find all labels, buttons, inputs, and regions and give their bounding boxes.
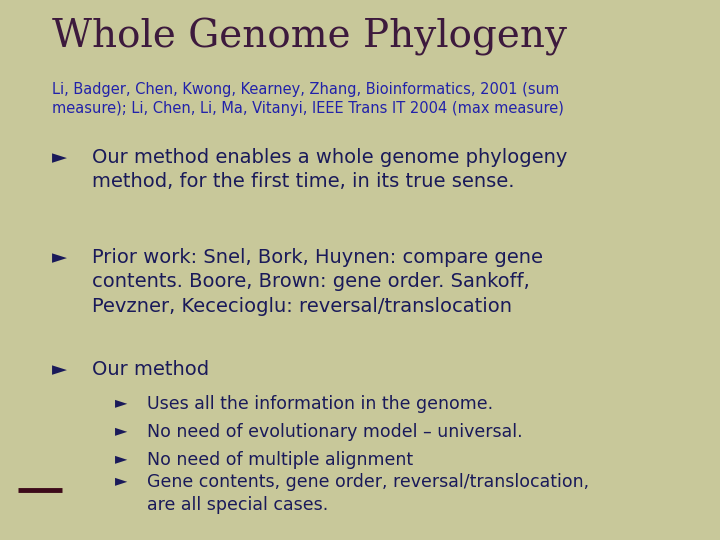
Text: ►: ► xyxy=(115,423,127,438)
Text: Gene contents, gene order, reversal/translocation,
are all special cases.: Gene contents, gene order, reversal/tran… xyxy=(147,473,589,514)
Text: ►: ► xyxy=(52,360,67,379)
Text: Li, Badger, Chen, Kwong, Kearney, Zhang, Bioinformatics, 2001 (sum
measure); Li,: Li, Badger, Chen, Kwong, Kearney, Zhang,… xyxy=(52,82,564,116)
Text: ►: ► xyxy=(115,473,127,488)
Text: Uses all the information in the genome.: Uses all the information in the genome. xyxy=(147,395,493,413)
Text: Prior work: Snel, Bork, Huynen: compare gene
contents. Boore, Brown: gene order.: Prior work: Snel, Bork, Huynen: compare … xyxy=(92,248,543,315)
Text: No need of multiple alignment: No need of multiple alignment xyxy=(147,451,413,469)
Text: Our method enables a whole genome phylogeny
method, for the first time, in its t: Our method enables a whole genome phylog… xyxy=(92,148,567,191)
Text: ►: ► xyxy=(115,451,127,466)
Text: Whole Genome Phylogeny: Whole Genome Phylogeny xyxy=(52,18,567,56)
Text: Our method: Our method xyxy=(92,360,209,379)
Text: ►: ► xyxy=(115,395,127,410)
Text: No need of evolutionary model – universal.: No need of evolutionary model – universa… xyxy=(147,423,523,441)
Text: ►: ► xyxy=(52,248,67,267)
Text: ►: ► xyxy=(52,148,67,167)
